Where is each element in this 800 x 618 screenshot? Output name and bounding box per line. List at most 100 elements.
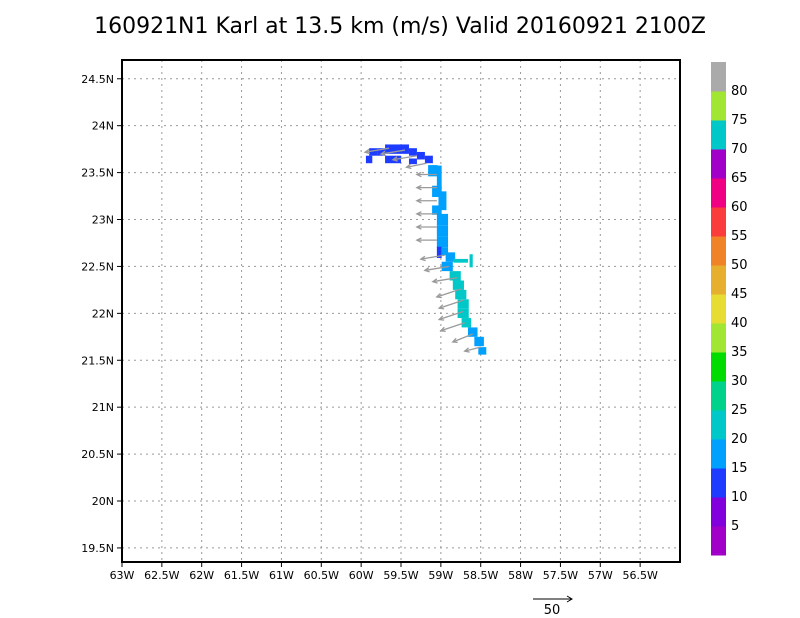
wind-vector-head [415,197,422,204]
wind-vector [392,155,418,161]
colorbar: 5 10 15 20 25 30 35 40 45 50 55 60 65 70 75 80 [711,62,748,556]
wind-vector [424,265,449,272]
x-tick-label: 56.5W [622,569,657,582]
colorbar-label: 20 [731,432,748,447]
heatmap-cell [474,336,484,347]
heatmap-cell [441,247,449,256]
colorbar-swatch [711,62,726,92]
y-tick-label: 21.5N [81,354,114,367]
x-tick-label: 59W [428,569,453,582]
colorbar-swatch [711,207,726,237]
x-tick-label: 62W [189,569,214,582]
colorbar-swatch [711,91,726,121]
wind-vector [464,346,481,352]
grid-lines [122,60,680,562]
colorbar-label: 60 [731,200,748,215]
heatmap-cell [408,158,417,165]
wind-vector-head [415,224,422,230]
wind-vector [452,333,473,343]
wind-vector-head [431,278,438,284]
heatmap-cell [453,258,468,263]
colorbar-swatch [711,120,726,150]
colorbar-swatch [711,439,726,469]
colorbar-label: 40 [731,316,748,331]
reference-vector-head [566,595,573,603]
heatmap-cell [457,308,469,319]
colorbar-swatch [711,352,726,382]
wind-vector-head [419,255,426,262]
y-axis-ticks: 19.5N 20N 20.5N 21N 21.5N 22N 22.5N 23N 23.5N 24N… [81,73,122,555]
colorbar-label: 55 [731,229,748,244]
colorbar-swatch [711,149,726,179]
wind-vector [440,322,465,332]
y-tick-label: 21N [92,401,114,414]
wind-vector-head [391,156,398,162]
heatmap-cell [478,347,487,355]
reference-vector: 50 [533,595,573,618]
heatmap-cell [467,327,478,337]
y-tick-label: 23.5N [81,167,114,180]
wind-vector-head [437,304,445,310]
colorbar-swatch [711,323,726,353]
wind-vector-head [415,171,422,178]
heatmap-cell [369,148,378,156]
heatmap-cell [428,165,438,177]
heatmap-cell [401,144,409,154]
x-tick-label: 60.5W [304,569,339,582]
wind-vector [380,149,406,155]
wind-vector-head [435,292,442,299]
colorbar-swatch [711,178,726,208]
x-tick-label: 57.5W [543,569,578,582]
heatmap-cells [365,144,487,355]
heatmap-cell [436,165,442,190]
x-tick-label: 62.5W [144,569,179,582]
wind-vector [420,254,445,260]
colorbar-label: 15 [731,461,748,476]
y-tick-label: 24N [92,120,114,133]
wind-vector-head [451,337,458,343]
heatmap-cell [469,254,473,268]
colorbar-swatch [711,236,726,266]
heatmap-cell [455,289,467,300]
heatmap-cell [432,185,442,197]
heatmap-cell [432,205,442,215]
x-tick-label: 60W [349,569,374,582]
heatmap-cell [449,271,461,281]
wind-vector-head [363,148,371,155]
heatmap-cell [436,236,449,248]
heatmap-cell [438,191,447,211]
heatmap-cell [377,148,386,156]
wind-vector [438,310,464,321]
y-tick-label: 24.5N [81,73,114,86]
wind-vector [438,299,464,309]
colorbar-label: 35 [731,345,748,360]
wind-vector [432,277,457,283]
colorbar-label: 50 [731,258,748,273]
heatmap-cell [408,148,417,156]
wind-vector [436,288,461,298]
colorbar-swatch [711,294,726,324]
colorbar-label: 10 [731,490,748,505]
colorbar-swatch [711,381,726,411]
heatmap-cell [445,252,456,262]
colorbar-label: 25 [731,403,748,418]
x-axis-ticks: 63W 62.5W 62W 61.5W 61W 60.5W 60W 59.5W 59W 58.5W… [110,562,658,582]
heatmap-cell [452,280,464,290]
wind-vector-head [415,211,422,217]
y-tick-label: 23N [92,214,114,227]
colorbar-label: 5 [731,519,739,534]
colorbar-swatch [711,497,726,527]
wind-vector-head [437,315,445,321]
wind-vectors [363,147,481,353]
wind-vector-head [415,184,422,191]
wind-vector-head [423,267,430,273]
x-tick-label: 58W [508,569,533,582]
reference-vector-label: 50 [544,603,561,618]
wind-vector-head [439,326,446,333]
heatmap-cell [385,144,401,154]
wind-vector-head [379,150,386,157]
y-tick-label: 22N [92,307,114,320]
colorbar-label: 70 [731,142,748,157]
colorbar-label: 65 [731,171,748,186]
